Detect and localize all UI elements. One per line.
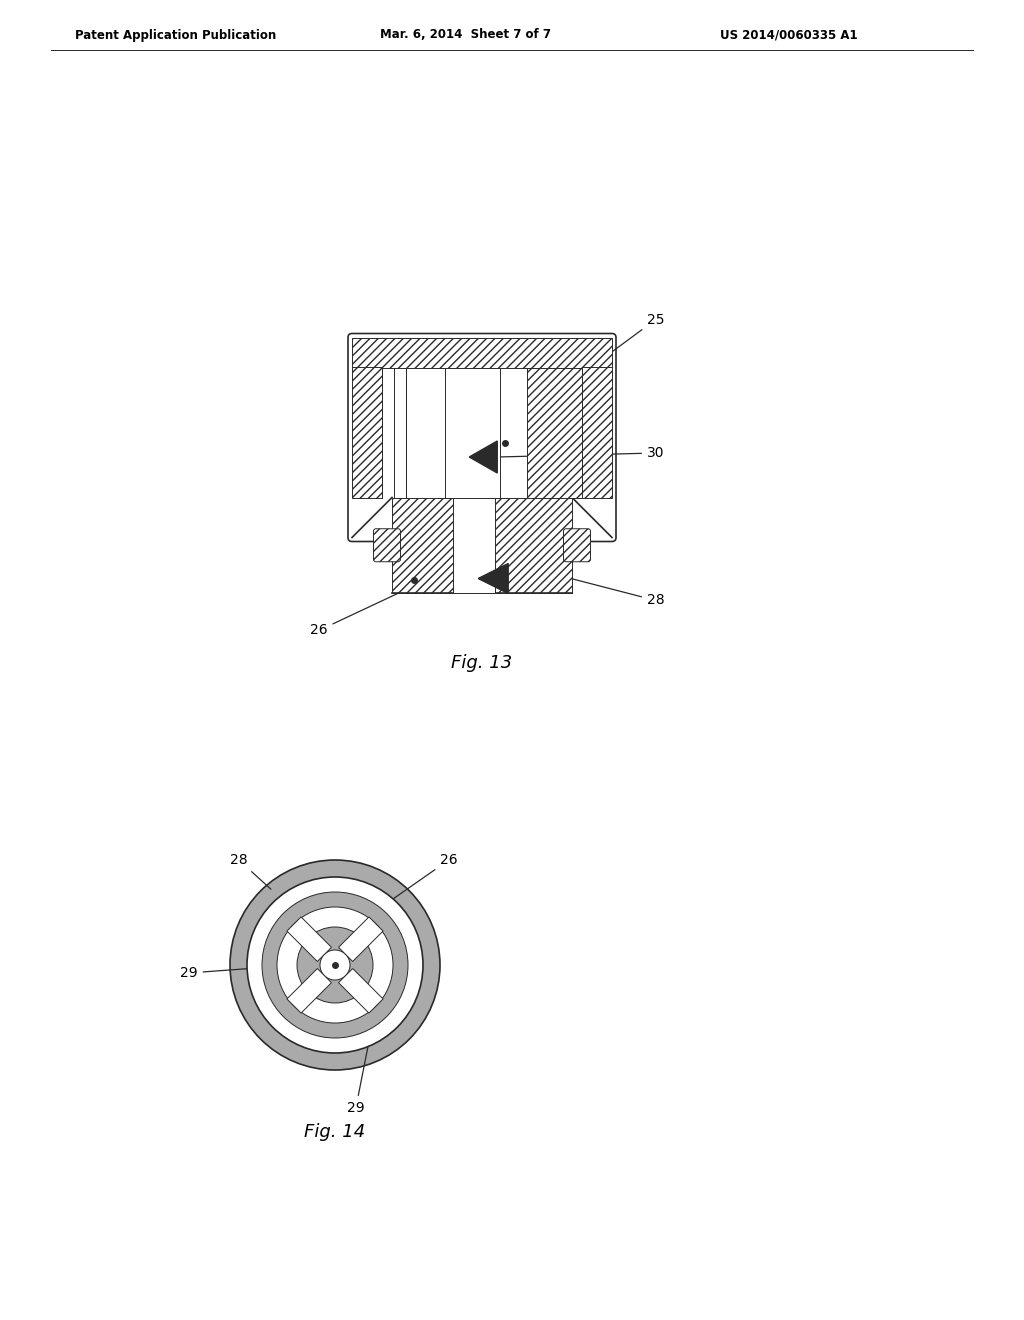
FancyBboxPatch shape	[374, 529, 400, 562]
Circle shape	[278, 907, 393, 1023]
Text: 28: 28	[569, 578, 665, 607]
Text: 28: 28	[230, 853, 271, 890]
Circle shape	[297, 927, 373, 1003]
Text: Patent Application Publication: Patent Application Publication	[75, 29, 276, 41]
Bar	[352, 338, 612, 367]
Text: Fig. 14: Fig. 14	[304, 1123, 366, 1140]
Text: 30: 30	[500, 446, 665, 459]
Polygon shape	[478, 564, 508, 594]
Text: 29: 29	[180, 965, 294, 979]
Text: US 2014/0060335 A1: US 2014/0060335 A1	[720, 29, 858, 41]
Text: 29: 29	[347, 1008, 376, 1115]
Text: 25: 25	[609, 313, 665, 354]
Circle shape	[247, 876, 423, 1053]
Bar	[453, 498, 495, 593]
Bar	[527, 367, 582, 498]
Text: 26: 26	[389, 853, 458, 902]
Polygon shape	[469, 441, 498, 473]
Polygon shape	[287, 969, 332, 1012]
Bar	[444, 367, 500, 498]
Bar	[392, 498, 572, 593]
Polygon shape	[339, 917, 383, 961]
Polygon shape	[339, 969, 383, 1012]
Text: 26: 26	[310, 591, 401, 638]
Polygon shape	[287, 917, 332, 961]
Circle shape	[262, 892, 408, 1038]
Bar	[352, 367, 382, 498]
Circle shape	[319, 950, 350, 979]
FancyBboxPatch shape	[348, 334, 616, 541]
Circle shape	[230, 861, 440, 1071]
FancyBboxPatch shape	[563, 529, 591, 562]
Text: Fig. 13: Fig. 13	[452, 653, 513, 672]
Bar	[582, 367, 612, 498]
Text: Mar. 6, 2014  Sheet 7 of 7: Mar. 6, 2014 Sheet 7 of 7	[380, 29, 551, 41]
